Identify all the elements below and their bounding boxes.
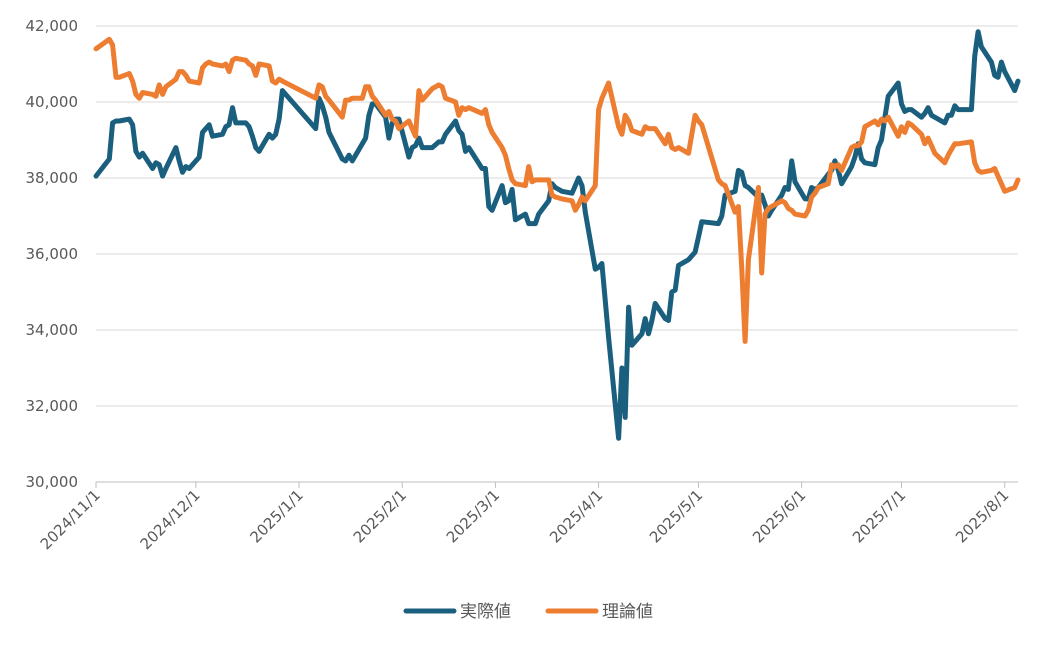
- x-tick-label: 2024/12/1: [137, 486, 204, 553]
- x-tick-label: 2025/1/1: [246, 486, 306, 546]
- legend-label: 理論値: [602, 602, 653, 622]
- x-tick-label: 2025/4/1: [546, 486, 606, 546]
- series-lines: [93, 29, 1021, 441]
- x-tick-label: 2025/8/1: [952, 486, 1012, 546]
- x-tick-label: 2025/3/1: [443, 486, 503, 546]
- x-tick-label: 2024/11/1: [37, 486, 104, 553]
- x-tick-label: 2025/7/1: [849, 486, 909, 546]
- y-tick-label: 38,000: [26, 169, 79, 187]
- series-line-theoretical: [93, 36, 1021, 344]
- y-tick-label: 34,000: [26, 321, 79, 339]
- y-tick-label: 32,000: [26, 397, 79, 415]
- x-tick-label: 2025/6/1: [749, 486, 809, 546]
- legend: 実際値 理論値: [403, 602, 653, 622]
- y-tick-label: 42,000: [26, 17, 79, 35]
- axes: 30,000 32,000 34,000 36,000 38,000 40,000 42,0…: [26, 17, 1018, 553]
- legend-label: 実際値: [460, 602, 511, 622]
- x-tick-label: 2025/5/1: [646, 486, 706, 546]
- y-tick-label: 30,000: [26, 473, 79, 491]
- series-line-actual: [93, 29, 1021, 441]
- y-tick-label: 36,000: [26, 245, 79, 263]
- y-tick-label: 40,000: [26, 93, 79, 111]
- gridlines: [96, 25, 1018, 407]
- x-tick-label: 2025/2/1: [350, 486, 410, 546]
